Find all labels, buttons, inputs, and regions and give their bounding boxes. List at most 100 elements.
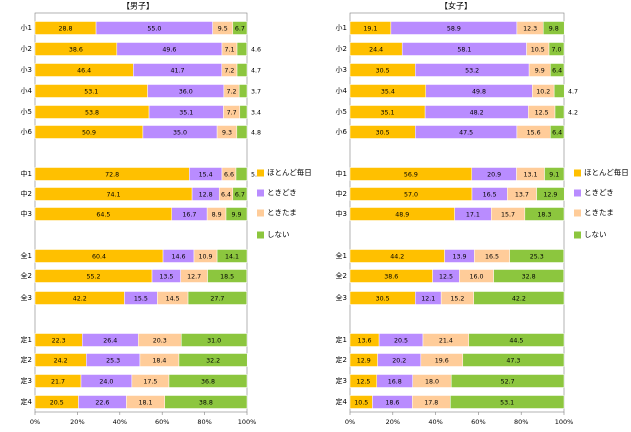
- data-label: 30.5: [376, 296, 390, 303]
- data-label: 53.1: [500, 400, 514, 407]
- legend-swatch: [574, 189, 581, 197]
- category-label: 全2: [21, 271, 32, 280]
- category-label: 小6: [336, 127, 348, 136]
- bar-segment: [542, 21, 565, 35]
- data-label: 15.5: [134, 296, 148, 303]
- legend-swatch: [257, 231, 264, 239]
- data-label: 15.6: [527, 130, 541, 137]
- category-label: 小1: [336, 23, 347, 32]
- bar-segment: [450, 395, 565, 409]
- data-label: 27.7: [210, 296, 224, 303]
- bar-segment: [550, 125, 565, 139]
- x-tick-label: 80%: [514, 418, 528, 426]
- bar-segment: [236, 125, 248, 139]
- data-label: 9.3: [222, 130, 232, 137]
- data-label: 7.7: [227, 110, 237, 117]
- category-label: 小5: [336, 107, 347, 116]
- data-label: 17.8: [424, 400, 438, 407]
- data-label: 14.5: [166, 296, 180, 303]
- x-tick-label: 100%: [238, 418, 257, 426]
- bar-segment: [544, 167, 565, 181]
- bar-segment: [207, 269, 248, 283]
- category-label: 定2: [336, 355, 347, 364]
- data-label: 9.8: [549, 26, 559, 33]
- legend-swatch: [257, 189, 264, 197]
- category-label: 全3: [336, 293, 347, 302]
- category-label: 全3: [21, 293, 32, 302]
- legend-label: ときたま: [584, 208, 614, 217]
- legend-label: しない: [584, 230, 607, 239]
- legend-label: ときたま: [267, 208, 297, 217]
- data-label: 3.7: [251, 89, 261, 96]
- data-label: 12.5: [356, 379, 370, 386]
- bar-segment: [550, 63, 565, 77]
- data-label: 4.6: [251, 47, 261, 54]
- data-label: 47.3: [506, 358, 520, 365]
- data-label: 6.6: [224, 172, 234, 179]
- data-label: 7.1: [225, 47, 235, 54]
- data-label: 6.4: [552, 68, 562, 75]
- data-label: 13.6: [358, 338, 372, 345]
- data-label: 4.8: [251, 130, 261, 137]
- x-tick-label: 20%: [386, 418, 400, 426]
- data-label: 42.2: [512, 296, 526, 303]
- data-label: 16.8: [388, 379, 402, 386]
- data-label: 12.9: [357, 358, 371, 365]
- bar-segment: [450, 374, 565, 388]
- data-label: 13.7: [515, 192, 529, 199]
- data-label: 18.5: [220, 274, 234, 281]
- data-label: 38.6: [384, 274, 398, 281]
- x-tick-label: 0%: [30, 418, 40, 426]
- category-label: 定2: [21, 355, 32, 364]
- category-label: 小2: [336, 44, 347, 53]
- data-label: 35.1: [179, 110, 193, 117]
- data-label: 4.7: [568, 89, 578, 96]
- x-tick-label: 40%: [428, 418, 442, 426]
- data-label: 12.7: [187, 274, 201, 281]
- data-label: 57.0: [404, 192, 418, 199]
- data-label: 25.3: [530, 254, 544, 261]
- data-label: 9.5: [218, 26, 228, 33]
- data-label: 18.6: [385, 400, 399, 407]
- x-tick-label: 100%: [555, 418, 574, 426]
- bar-segment: [187, 291, 248, 305]
- data-label: 13.5: [159, 274, 173, 281]
- data-label: 26.4: [103, 338, 117, 345]
- data-label: 9.9: [535, 68, 545, 75]
- data-label: 46.4: [77, 68, 91, 75]
- bar-segment: [509, 249, 565, 263]
- data-label: 14.6: [172, 254, 186, 261]
- data-label: 48.2: [470, 110, 484, 117]
- data-label: 6.4: [221, 192, 231, 199]
- category-label: 全2: [336, 271, 347, 280]
- bar-segment: [239, 105, 248, 119]
- data-label: 12.9: [543, 192, 557, 199]
- category-label: 中2: [21, 189, 32, 198]
- data-label: 30.5: [376, 68, 390, 75]
- data-label: 24.0: [99, 379, 113, 386]
- bar-segment: [216, 249, 248, 263]
- category-label: 小6: [21, 127, 33, 136]
- data-label: 7.2: [224, 68, 234, 75]
- data-label: 18.4: [152, 358, 166, 365]
- data-label: 53.2: [465, 68, 479, 75]
- data-label: 12.5: [535, 110, 549, 117]
- bar-segment: [238, 84, 248, 98]
- category-label: 小1: [21, 23, 32, 32]
- data-label: 50.9: [82, 130, 96, 137]
- data-label: 20.2: [392, 358, 406, 365]
- data-label: 41.7: [171, 68, 185, 75]
- data-label: 74.1: [107, 192, 121, 199]
- data-label: 21.4: [439, 338, 453, 345]
- category-label: 小5: [21, 107, 32, 116]
- legend-swatch: [574, 231, 581, 239]
- data-label: 16.5: [483, 192, 497, 199]
- bar-segment: [236, 63, 248, 77]
- data-label: 42.2: [73, 296, 87, 303]
- data-label: 5.2: [251, 172, 261, 179]
- data-label: 47.5: [459, 130, 473, 137]
- bar-segment: [473, 291, 565, 305]
- data-label: 36.8: [201, 379, 215, 386]
- data-label: 25.3: [106, 358, 120, 365]
